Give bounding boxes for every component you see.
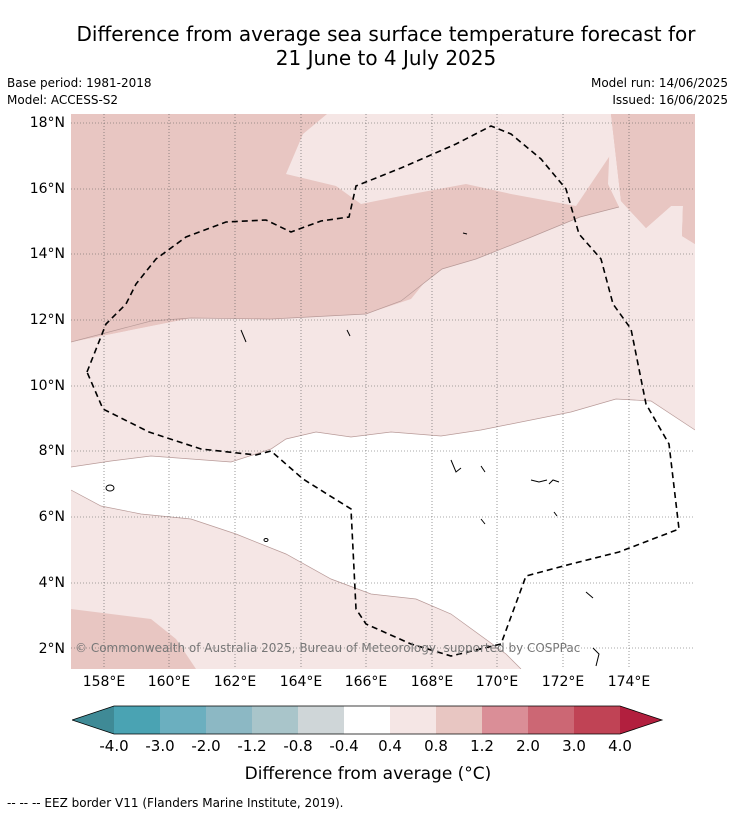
lon-label-162e: 162°E bbox=[213, 674, 257, 690]
island-outlines bbox=[105, 232, 600, 667]
colorbar-tick: 2.0 bbox=[516, 737, 540, 755]
anomaly-band-medium-southwest bbox=[71, 609, 196, 669]
colorbar-segment-8 bbox=[436, 706, 482, 734]
lat-label-4n: 4°N bbox=[38, 575, 65, 591]
lat-label-18n: 18°N bbox=[29, 115, 65, 131]
lat-label-14n: 14°N bbox=[29, 246, 65, 262]
anomaly-band-light-north-cap-b bbox=[501, 114, 611, 206]
lon-label-172e: 172°E bbox=[541, 674, 585, 690]
contour-medium-upper bbox=[71, 206, 620, 343]
colorbar-tick: 1.2 bbox=[470, 737, 494, 755]
eez-footnote: -- -- -- EEZ border V11 (Flanders Marine… bbox=[7, 796, 344, 810]
colorbar-tick: -1.2 bbox=[237, 737, 267, 755]
lat-label-6n: 6°N bbox=[38, 509, 65, 525]
lon-label-170e: 170°E bbox=[475, 674, 519, 690]
anomaly-band-medium-northeast-b bbox=[611, 114, 695, 244]
base-period: Base period: 1981-2018 bbox=[7, 76, 152, 90]
issued-date: Issued: 16/06/2025 bbox=[612, 93, 728, 107]
colorbar-extend-low bbox=[72, 706, 114, 734]
colorbar-tick: -4.0 bbox=[99, 737, 129, 755]
eez-border bbox=[86, 125, 680, 657]
anomaly-band-neutral bbox=[71, 399, 695, 669]
colorbar-segment-11 bbox=[574, 706, 620, 734]
lat-label-8n: 8°N bbox=[38, 443, 65, 459]
colorbar-segment-10 bbox=[528, 706, 574, 734]
chart-title: Difference from average sea surface temp… bbox=[0, 22, 736, 70]
colorbar-segment-9 bbox=[482, 706, 528, 734]
colorbar bbox=[72, 705, 664, 735]
lat-label-12n: 12°N bbox=[29, 312, 65, 328]
colorbar-tick: -3.0 bbox=[145, 737, 175, 755]
colorbar-tick: 3.0 bbox=[562, 737, 586, 755]
model-run: Model run: 14/06/2025 bbox=[590, 76, 728, 90]
colorbar-tick: -0.8 bbox=[283, 737, 313, 755]
colorbar-segment-3 bbox=[206, 706, 252, 734]
colorbar-tick: -2.0 bbox=[191, 737, 221, 755]
sst-anomaly-map bbox=[71, 114, 695, 669]
colorbar-label: Difference from average (°C) bbox=[244, 764, 492, 784]
anomaly-band-light-north-cap bbox=[286, 114, 576, 206]
colorbar-tick: 4.0 bbox=[608, 737, 632, 755]
contour-neutral-lower bbox=[71, 489, 522, 669]
lon-label-168e: 168°E bbox=[410, 674, 454, 690]
graticule bbox=[71, 114, 695, 669]
colorbar-tick: -0.4 bbox=[329, 737, 359, 755]
lat-label-2n: 2°N bbox=[38, 641, 65, 657]
lon-label-174e: 174°E bbox=[607, 674, 651, 690]
lat-label-16n: 16°N bbox=[29, 181, 65, 197]
lon-label-160e: 160°E bbox=[147, 674, 191, 690]
lon-label-166e: 166°E bbox=[344, 674, 388, 690]
lat-label-10n: 10°N bbox=[29, 378, 65, 394]
title-line-1: Difference from average sea surface temp… bbox=[76, 22, 696, 46]
colorbar-outline bbox=[72, 705, 664, 735]
colorbar-extend-high bbox=[620, 706, 662, 734]
copyright-notice: © Commonwealth of Australia 2025, Bureau… bbox=[75, 641, 581, 655]
colorbar-tick: 0.8 bbox=[424, 737, 448, 755]
colorbar-segment-5 bbox=[298, 706, 344, 734]
lon-label-164e: 164°E bbox=[279, 674, 323, 690]
colorbar-segment-4 bbox=[252, 706, 298, 734]
colorbar-tick: 0.4 bbox=[378, 737, 402, 755]
colorbar-segment-7 bbox=[390, 706, 436, 734]
model-name: Model: ACCESS-S2 bbox=[7, 93, 119, 107]
lon-label-158e: 158°E bbox=[82, 674, 126, 690]
title-line-2: 21 June to 4 July 2025 bbox=[275, 46, 497, 70]
contour-neutral-upper bbox=[71, 398, 695, 468]
colorbar-segment-1 bbox=[114, 706, 160, 734]
colorbar-segment-6 bbox=[344, 706, 390, 734]
colorbar-segment-2 bbox=[160, 706, 206, 734]
